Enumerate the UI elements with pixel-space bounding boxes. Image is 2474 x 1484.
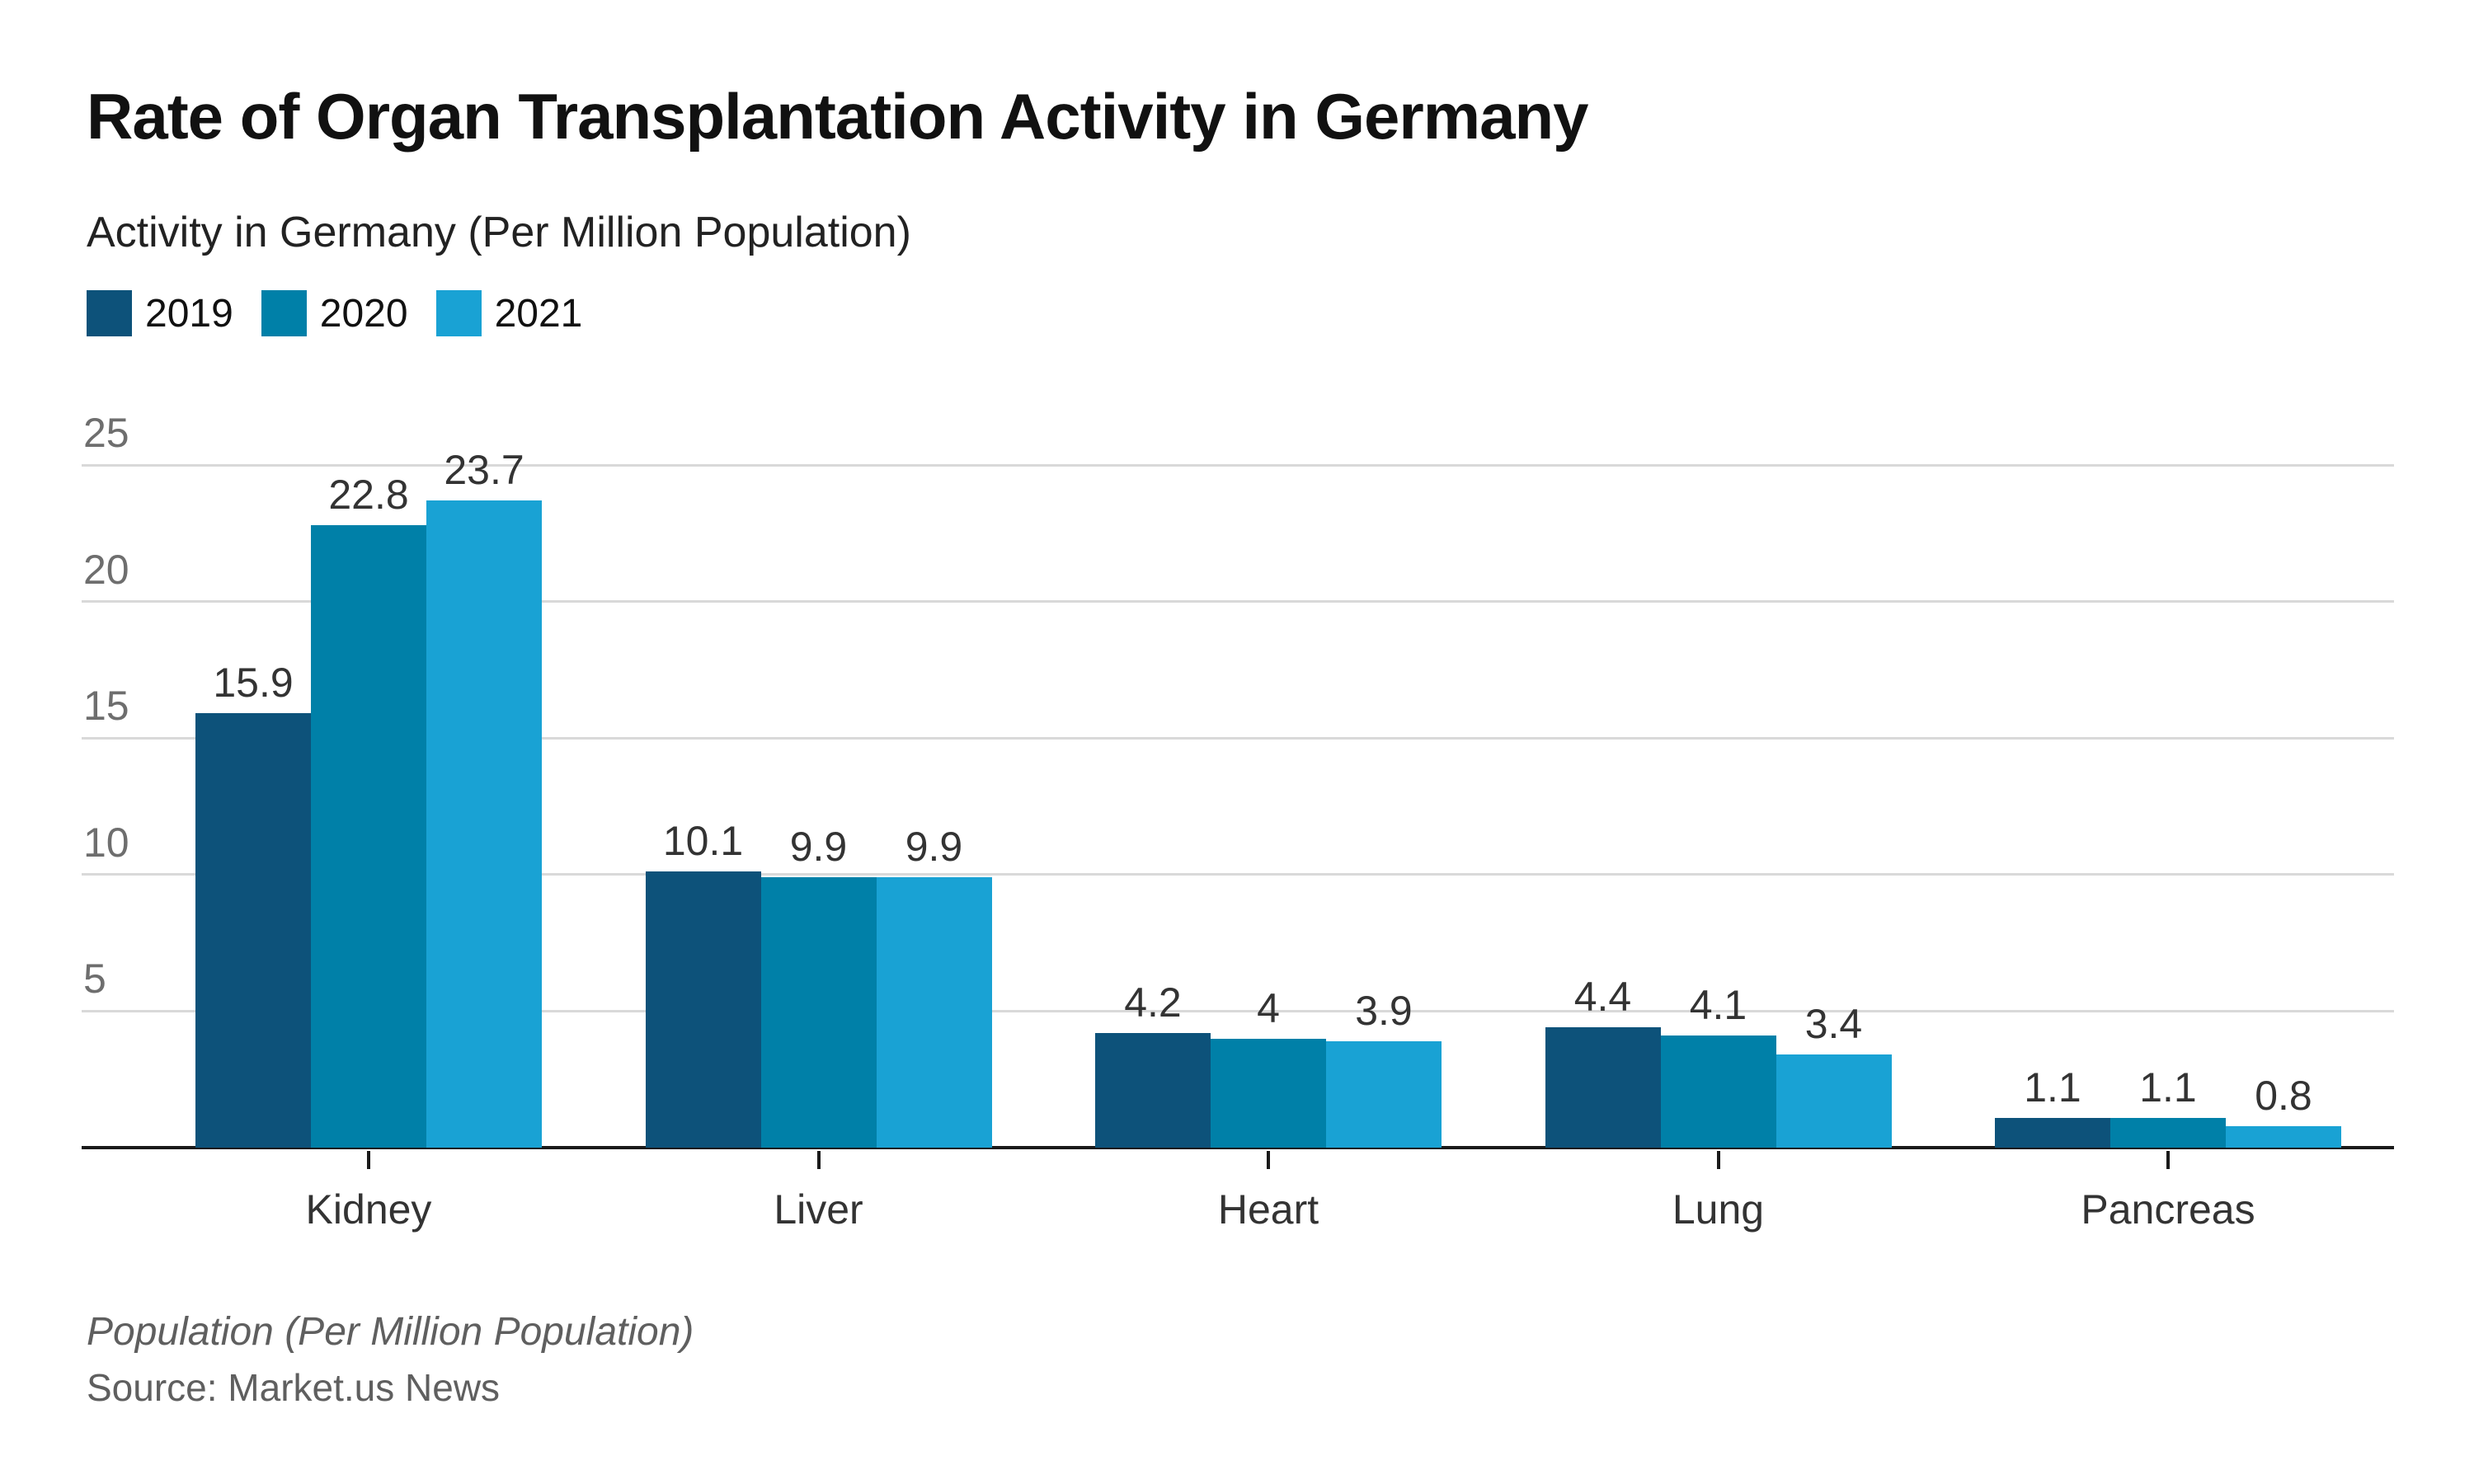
bar-group-heart: 4.2 4 3.9 Heart <box>1095 412 1442 1233</box>
bar-2021-heart <box>1326 1041 1442 1148</box>
bar-2020-heart <box>1211 1039 1326 1148</box>
bar-2020-pancreas <box>2110 1118 2226 1148</box>
bar-2019-heart <box>1095 1033 1211 1148</box>
x-tick-liver <box>816 1151 821 1169</box>
category-label-pancreas: Pancreas <box>2081 1186 2255 1233</box>
legend-item-2019: 2019 <box>87 290 233 336</box>
value-label-2021-pancreas: 0.8 <box>2255 1073 2312 1119</box>
legend-item-2020: 2020 <box>261 290 408 336</box>
gridline-15 <box>82 736 2394 740</box>
gridline-5 <box>82 1009 2394 1012</box>
chart-title: Rate of Organ Transplantation Activity i… <box>87 80 1588 153</box>
bar-2019-kidney <box>195 713 311 1148</box>
value-label-2021-kidney: 23.7 <box>444 447 524 493</box>
category-label-lung: Lung <box>1672 1186 1765 1233</box>
y-tick-label-25: 25 <box>83 410 129 456</box>
bar-2019-pancreas <box>1995 1118 2110 1148</box>
category-label-liver: Liver <box>774 1186 863 1233</box>
y-tick-label-5: 5 <box>83 956 106 1003</box>
value-label-2020-pancreas: 1.1 <box>2139 1064 2197 1111</box>
bar-2019-liver <box>645 871 761 1148</box>
legend-label: 2020 <box>319 291 408 336</box>
footnote: Population (Per Million Population) <box>87 1310 694 1354</box>
gridline-20 <box>82 600 2394 603</box>
bar-group-liver: 10.1 9.9 9.9 Liver <box>645 412 992 1233</box>
value-label-2020-heart: 4 <box>1257 985 1280 1031</box>
legend-swatch-2021 <box>435 290 482 336</box>
legend-swatch-2020 <box>261 290 307 336</box>
legend: 2019 2020 2021 <box>87 290 582 336</box>
legend-label: 2021 <box>494 291 583 336</box>
bar-2020-lung <box>1660 1036 1776 1148</box>
x-tick-pancreas <box>2166 1151 2170 1169</box>
value-label-2019-pancreas: 1.1 <box>2024 1064 2081 1111</box>
x-axis-line <box>82 1146 2394 1149</box>
chart-subtitle: Activity in Germany (Per Million Populat… <box>87 209 911 256</box>
legend-item-2021: 2021 <box>435 290 583 336</box>
category-label-heart: Heart <box>1217 1186 1319 1233</box>
x-tick-kidney <box>367 1151 370 1169</box>
gridline-10 <box>82 873 2394 876</box>
category-label-kidney: Kidney <box>305 1186 432 1233</box>
value-label-2019-kidney: 15.9 <box>213 660 294 706</box>
gridline-25 <box>82 463 2394 467</box>
bar-2021-lung <box>1776 1054 1892 1148</box>
bar-2021-kidney <box>426 500 542 1148</box>
bar-2021-pancreas <box>2226 1126 2341 1148</box>
bar-group-lung: 4.4 4.1 3.4 Lung <box>1545 412 1892 1233</box>
legend-label: 2019 <box>145 291 233 336</box>
value-label-2019-liver: 10.1 <box>662 818 744 864</box>
x-tick-lung <box>1716 1151 1720 1169</box>
value-label-2021-heart: 3.9 <box>1355 988 1413 1034</box>
plot-area: 5 10 15 20 25 15.9 22.8 23.7 Kidney 10.1 9.9 9.9 Liv… <box>82 410 2394 1233</box>
x-tick-heart <box>1267 1151 1270 1169</box>
value-label-2020-lung: 4.1 <box>1689 982 1747 1028</box>
value-label-2021-liver: 9.9 <box>905 824 963 870</box>
value-label-2019-lung: 4.4 <box>1573 974 1632 1020</box>
bar-2020-kidney <box>311 525 426 1148</box>
bar-group-kidney: 15.9 22.8 23.7 Kidney <box>195 412 542 1233</box>
bar-2020-liver <box>760 877 877 1148</box>
value-label-2020-kidney: 22.8 <box>328 472 409 518</box>
legend-swatch-2019 <box>87 290 132 336</box>
y-tick-label-10: 10 <box>83 819 129 866</box>
source-line: Source: Market.us News <box>87 1366 501 1409</box>
y-tick-label-20: 20 <box>83 546 129 593</box>
y-tick-label-15: 15 <box>83 683 129 730</box>
bar-2019-lung <box>1545 1027 1661 1148</box>
bar-group-pancreas: 1.1 1.1 0.8 Pancreas <box>1995 412 2341 1233</box>
bar-2021-liver <box>876 877 992 1148</box>
value-label-2021-lung: 3.4 <box>1804 1001 1863 1047</box>
value-label-2019-heart: 4.2 <box>1124 979 1182 1026</box>
value-label-2020-liver: 9.9 <box>789 824 848 870</box>
